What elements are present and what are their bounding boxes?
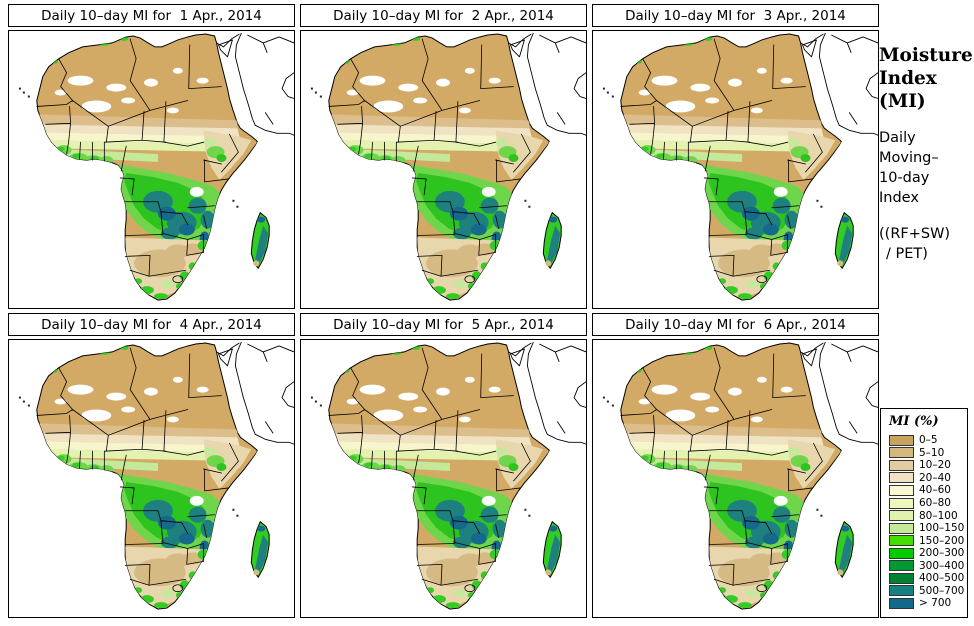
panel-2: Daily 10–day MI for 2 Apr., 2014 <box>300 4 587 309</box>
legend-swatch <box>889 522 914 534</box>
africa-map-instance <box>9 31 294 308</box>
panel-3: Daily 10–day MI for 3 Apr., 2014 <box>592 4 879 309</box>
africa-map-instance <box>593 31 878 308</box>
legend-row: 40–60 <box>889 484 967 497</box>
panel-5-title-box: Daily 10–day MI for 5 Apr., 2014 <box>300 313 587 336</box>
legend-swatch <box>889 497 914 509</box>
legend-label: 500–700 <box>919 584 965 597</box>
figure-title-line: (MI) <box>879 91 926 112</box>
legend-row: 20–40 <box>889 472 967 485</box>
legend-row: 300–400 <box>889 559 967 572</box>
panel-2-title-box: Daily 10–day MI for 2 Apr., 2014 <box>300 4 587 27</box>
africa-map-instance <box>301 340 586 617</box>
legend-rows: 0–5 5–10 10–20 20–40 40–60 60–80 80–100 100–150… <box>889 434 967 610</box>
legend-swatch <box>889 484 914 496</box>
legend-row: 200–300 <box>889 547 967 560</box>
figure-formula: ((RF+SW) / PET) <box>879 224 974 264</box>
legend-swatch <box>889 510 914 522</box>
africa-map-instance <box>9 340 294 617</box>
figure-title-line: Moisture <box>879 45 973 66</box>
legend-swatch <box>889 535 914 547</box>
legend-row: > 700 <box>889 597 967 610</box>
figure-formula-line: / PET) <box>886 246 928 262</box>
figure-title: Moisture Index (MI) <box>879 44 974 113</box>
panel-1: Daily 10–day MI for 1 Apr., 2014 <box>8 4 295 309</box>
figure-title-line: Index <box>879 68 937 89</box>
legend-label: 80–100 <box>919 509 958 522</box>
legend-row: 150–200 <box>889 534 967 547</box>
legend-label: 10–20 <box>919 459 951 472</box>
legend-row: 60–80 <box>889 497 967 510</box>
legend-row: 5–10 <box>889 447 967 460</box>
legend-row: 80–100 <box>889 509 967 522</box>
panel-title: Daily 10–day MI for 4 Apr., 2014 <box>41 316 262 333</box>
legend-swatch <box>889 572 914 584</box>
legend-label: 0–5 <box>919 434 938 447</box>
figure-subtitle-line: 10-day <box>879 170 930 186</box>
figure-subtitle: Daily Moving– 10-day Index <box>879 128 974 208</box>
legend-swatch <box>889 472 914 484</box>
figure-formula-line: ((RF+SW) <box>879 226 951 242</box>
legend-label: 200–300 <box>919 547 965 560</box>
panel-2-map <box>300 30 587 309</box>
panel-title: Daily 10–day MI for 6 Apr., 2014 <box>625 316 846 333</box>
legend-swatch <box>889 459 914 471</box>
legend-swatch <box>889 597 914 609</box>
figure-subtitle-line: Moving– <box>879 150 939 166</box>
legend-swatch <box>889 434 914 446</box>
africa-map-instance <box>301 31 586 308</box>
legend-label: 100–150 <box>919 522 965 535</box>
legend-row: 100–150 <box>889 522 967 535</box>
legend-row: 10–20 <box>889 459 967 472</box>
panel-3-title-box: Daily 10–day MI for 3 Apr., 2014 <box>592 4 879 27</box>
legend-label: 400–500 <box>919 572 965 585</box>
panel-title: Daily 10–day MI for 2 Apr., 2014 <box>333 7 554 24</box>
legend-label: > 700 <box>919 597 952 610</box>
sidebar: Moisture Index (MI) Daily Moving– 10-day… <box>879 44 974 264</box>
panel-1-map <box>8 30 295 309</box>
panel-5: Daily 10–day MI for 5 Apr., 2014 <box>300 313 587 618</box>
panel-5-map <box>300 339 587 618</box>
legend-swatch <box>889 560 914 572</box>
panel-6-title-box: Daily 10–day MI for 6 Apr., 2014 <box>592 313 879 336</box>
panel-title: Daily 10–day MI for 1 Apr., 2014 <box>41 7 262 24</box>
figure-subtitle-line: Daily <box>879 130 916 146</box>
legend: MI (%) 0–5 5–10 10–20 20–40 40–60 60–80 80–100… <box>880 408 968 618</box>
panel-title: Daily 10–day MI for 3 Apr., 2014 <box>625 7 846 24</box>
legend-swatch <box>889 447 914 459</box>
panel-3-map <box>592 30 879 309</box>
panel-title: Daily 10–day MI for 5 Apr., 2014 <box>333 316 554 333</box>
panel-4-map <box>8 339 295 618</box>
legend-label: 300–400 <box>919 559 965 572</box>
legend-swatch <box>889 585 914 597</box>
legend-row: 400–500 <box>889 572 967 585</box>
figure-subtitle-line: Index <box>879 190 919 206</box>
panel-6-map <box>592 339 879 618</box>
africa-map-instance <box>593 340 878 617</box>
legend-swatch <box>889 547 914 559</box>
legend-label: 5–10 <box>919 446 945 459</box>
legend-row: 500–700 <box>889 585 967 598</box>
legend-title: MI (%) <box>889 414 939 429</box>
legend-label: 60–80 <box>919 497 951 509</box>
panel-4-title-box: Daily 10–day MI for 4 Apr., 2014 <box>8 313 295 336</box>
legend-row: 0–5 <box>889 434 967 447</box>
legend-label: 150–200 <box>919 534 965 547</box>
panel-6: Daily 10–day MI for 6 Apr., 2014 <box>592 313 879 618</box>
legend-label: 20–40 <box>919 471 951 484</box>
panel-1-title-box: Daily 10–day MI for 1 Apr., 2014 <box>8 4 295 27</box>
panel-4: Daily 10–day MI for 4 Apr., 2014 <box>8 313 295 618</box>
legend-label: 40–60 <box>919 484 951 497</box>
